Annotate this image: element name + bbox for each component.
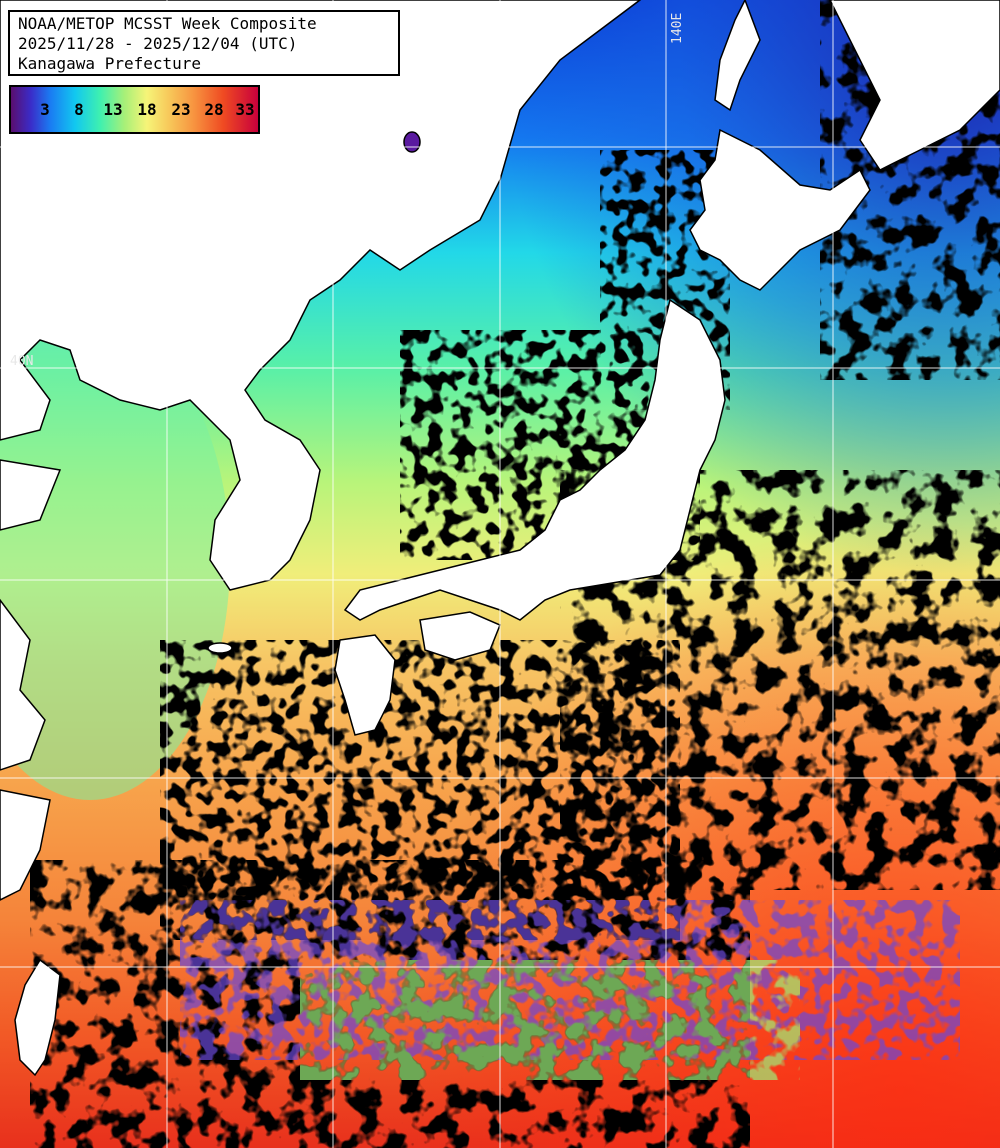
cloud-cover xyxy=(30,0,1000,1148)
taiwan xyxy=(14,958,61,1077)
color-scale-legend: 3 8 13 18 23 28 33 xyxy=(9,85,260,134)
title-line-2: 2025/11/28 - 2025/12/04 (UTC) xyxy=(18,34,298,53)
color-scale-tick: 23 xyxy=(171,100,191,119)
color-scale-tick: 28 xyxy=(204,100,224,119)
color-scale-tick: 13 xyxy=(103,100,123,119)
honshu xyxy=(343,298,726,621)
color-scale-tick: 33 xyxy=(235,100,255,119)
island-north xyxy=(403,131,421,153)
title-line-1: NOAA/METOP MCSST Week Composite xyxy=(18,14,317,33)
china-coast xyxy=(0,459,62,901)
shikoku xyxy=(419,611,501,661)
color-scale-tick: 3 xyxy=(40,100,50,119)
title-box: NOAA/METOP MCSST Week Composite 2025/11/… xyxy=(8,10,400,76)
kyushu xyxy=(334,634,396,736)
latitude-label: 40N xyxy=(10,354,34,369)
hokkaido xyxy=(689,128,871,291)
title-line-3: Kanagawa Prefecture xyxy=(18,54,202,73)
noise-band xyxy=(180,900,960,1080)
color-scale-tick: 8 xyxy=(74,100,84,119)
island-jeju xyxy=(207,642,233,654)
longitude-label: 140E xyxy=(670,12,685,44)
sakhalin xyxy=(714,0,761,112)
kuril-coast xyxy=(829,0,1000,171)
color-scale-tick: 18 xyxy=(137,100,157,119)
